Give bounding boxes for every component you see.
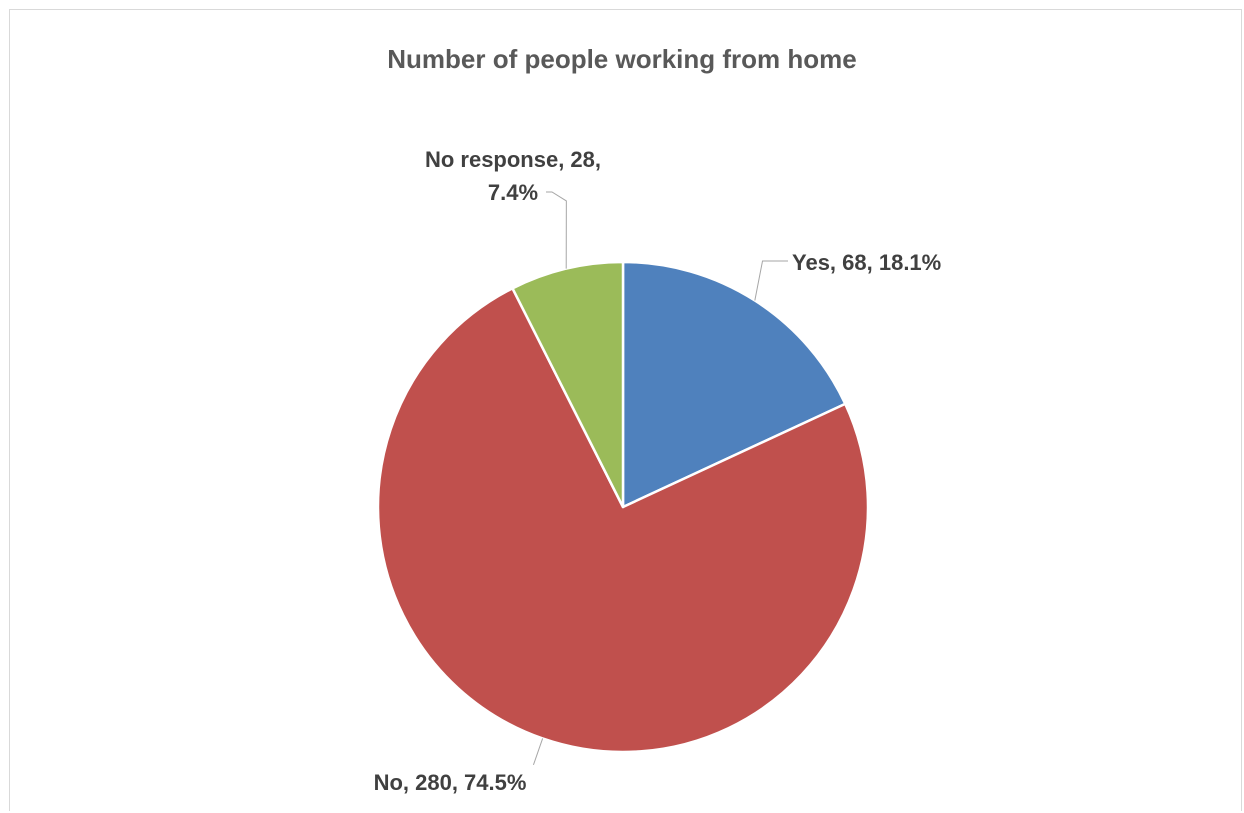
data-label-yes: Yes, 68, 18.1% bbox=[792, 250, 941, 275]
data-label-no-response: No response, 28, bbox=[425, 147, 601, 172]
leader-line-no bbox=[532, 738, 544, 766]
leader-line-no-response bbox=[546, 191, 567, 269]
data-label-no: No, 280, 74.5% bbox=[374, 770, 527, 795]
leader-line-yes bbox=[754, 260, 788, 301]
pie-slice-no-response bbox=[511, 260, 625, 509]
chart-title: Number of people working from home bbox=[387, 44, 857, 74]
data-label-no-response: 7.4% bbox=[488, 180, 538, 205]
pie-slice-yes bbox=[621, 260, 847, 509]
